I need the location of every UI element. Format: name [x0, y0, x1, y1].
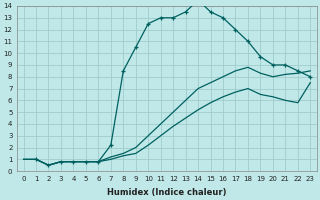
X-axis label: Humidex (Indice chaleur): Humidex (Indice chaleur)	[107, 188, 227, 197]
